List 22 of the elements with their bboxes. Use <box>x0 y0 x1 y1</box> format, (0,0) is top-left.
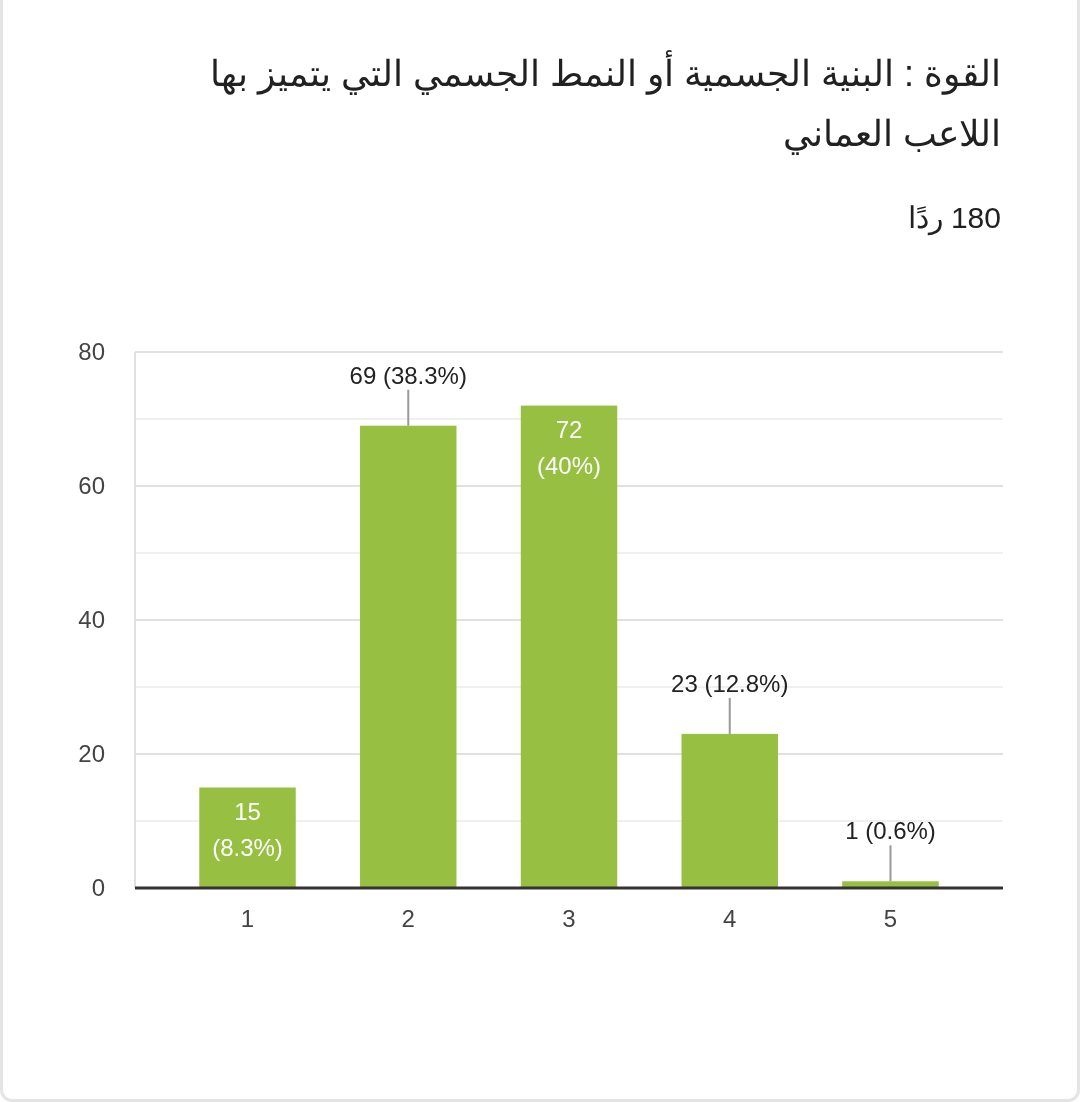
x-tick-label: 2 <box>401 905 415 933</box>
bar <box>842 881 939 888</box>
y-tick-label: 0 <box>91 874 105 902</box>
data-label: 1 (0.6%) <box>845 817 936 845</box>
data-label: 72 (40%) <box>536 415 602 479</box>
bar <box>360 425 457 888</box>
bar <box>681 733 778 888</box>
data-label: 69 (38.3%) <box>349 361 467 389</box>
x-tick-label: 1 <box>240 905 255 933</box>
y-tick-label: 40 <box>78 606 105 634</box>
x-tick-label: 3 <box>562 905 576 933</box>
chart-subtitle: 180 ردًا <box>907 200 1001 235</box>
data-label: 15 (8.3%) <box>212 797 283 861</box>
y-tick-label: 80 <box>78 338 105 366</box>
data-label: 23 (12.8%) <box>671 669 789 697</box>
chart-title: القوة : البنية الجسمية أو النمط الجسمي التي يتميز بها اللاعب العماني <box>208 49 1001 157</box>
y-tick-label: 60 <box>78 472 105 500</box>
x-tick-label: 4 <box>723 905 737 933</box>
x-tick-label: 5 <box>883 905 898 933</box>
bar <box>520 405 618 888</box>
y-tick-label: 20 <box>78 740 105 768</box>
bar <box>199 787 296 888</box>
